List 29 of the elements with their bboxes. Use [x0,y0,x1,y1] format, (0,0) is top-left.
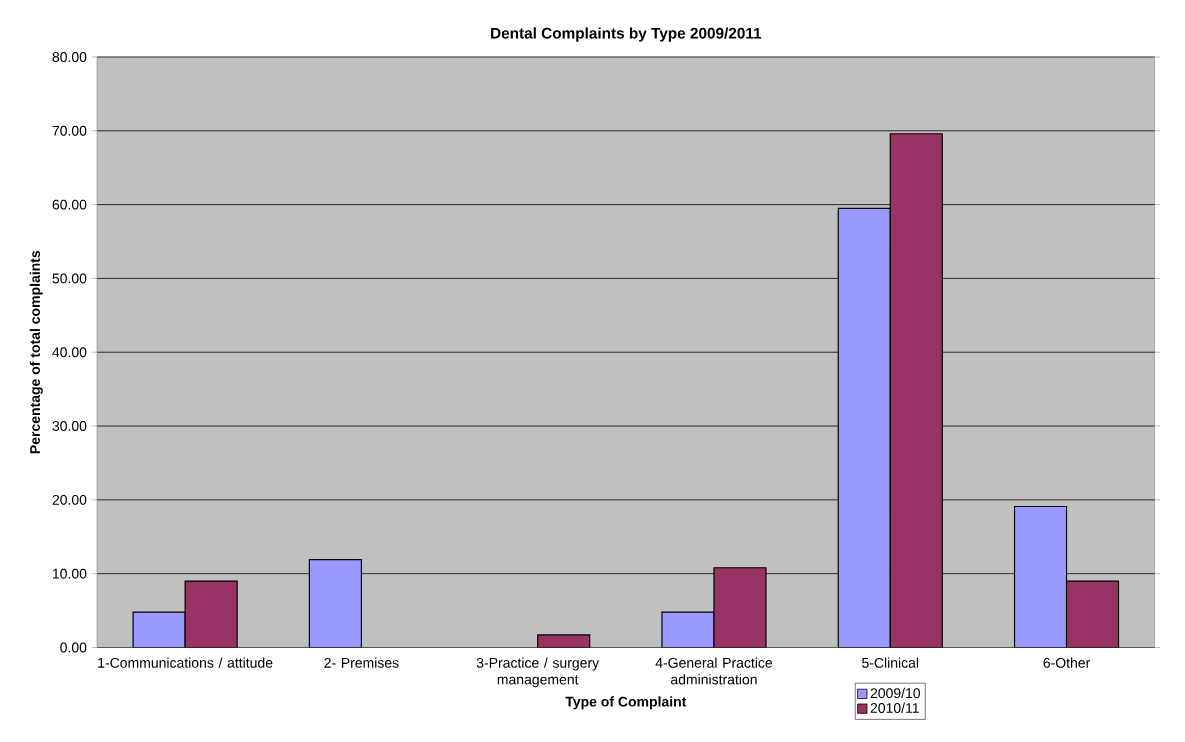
bar [308,558,363,648]
y-tick-label: 40.00 [52,347,87,357]
x-tick-label: 2- Premises [324,657,399,668]
y-tick-label: 80.00 [52,51,87,62]
bar [837,207,891,648]
chart-title: Dental Complaints by Type 2009/2011 [491,27,762,42]
y-tick-label: 70.00 [52,125,87,136]
y-tick-label: 60.00 [52,199,87,210]
y-axis-title: Percentage of total complaints [29,250,43,453]
x-tick-label: 6-Other [1043,657,1091,668]
x-tick-label: 5-Clinical [862,657,919,668]
y-tick-label: 10.00 [52,568,87,579]
y-tick-label: 0.00 [60,642,87,653]
x-tick-label: 1-Communications / attitude [98,657,273,668]
x-tick-label: 3-Practice / surgery management [476,657,600,687]
legend-label: 2010/11 [870,702,919,713]
x-tick-label: 4-General Practice administration [655,657,773,685]
y-tick-label: 20.00 [52,494,87,505]
legend-label: 2009/10 [870,687,921,698]
bar [713,566,767,648]
bar [661,611,715,648]
bar [132,611,186,648]
y-tick-label: 30.00 [52,420,87,431]
bar [889,132,943,648]
bar [1013,505,1068,648]
bar [1065,580,1120,648]
y-tick-label: 50.00 [52,273,87,284]
x-axis-title: Type of Complaint [565,696,687,710]
bar [184,580,238,648]
